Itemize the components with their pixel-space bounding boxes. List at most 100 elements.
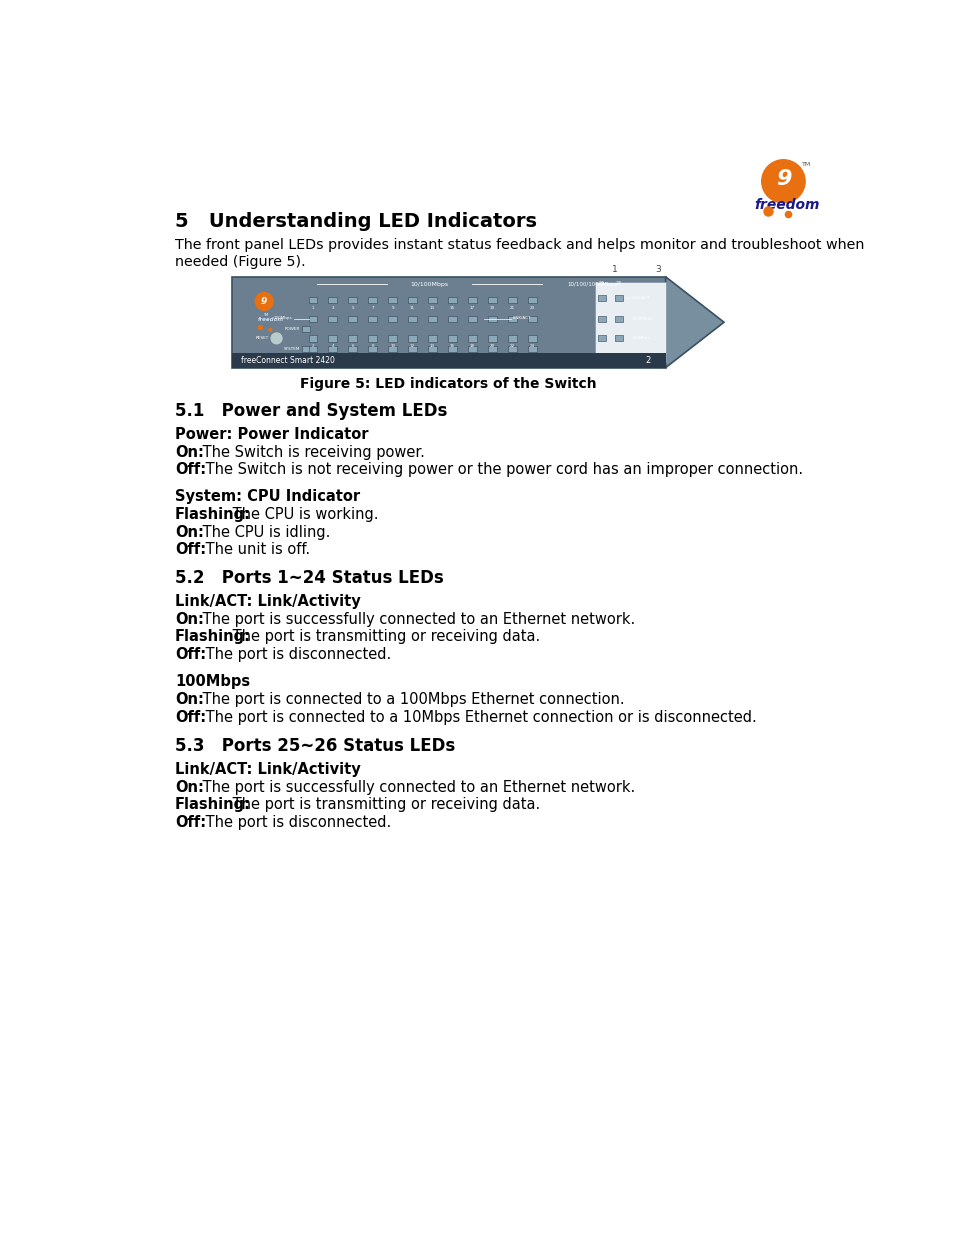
FancyBboxPatch shape (598, 336, 605, 341)
FancyBboxPatch shape (348, 316, 357, 322)
FancyBboxPatch shape (328, 346, 337, 352)
FancyBboxPatch shape (487, 316, 497, 322)
Text: The unit is off.: The unit is off. (200, 542, 310, 557)
FancyBboxPatch shape (428, 346, 436, 352)
Text: System: CPU Indicator: System: CPU Indicator (174, 489, 360, 504)
FancyBboxPatch shape (368, 335, 376, 342)
FancyBboxPatch shape (308, 296, 317, 303)
Text: On:: On: (174, 525, 204, 540)
Text: freedom: freedom (257, 317, 284, 322)
Circle shape (255, 293, 273, 310)
FancyBboxPatch shape (598, 316, 605, 322)
Text: 3: 3 (655, 264, 660, 274)
FancyBboxPatch shape (467, 296, 476, 303)
FancyBboxPatch shape (232, 353, 665, 368)
Text: 17: 17 (469, 306, 475, 310)
Text: The CPU is working.: The CPU is working. (228, 508, 377, 522)
Circle shape (258, 326, 262, 330)
FancyBboxPatch shape (328, 335, 337, 342)
Text: 9: 9 (775, 169, 790, 189)
Text: The port is transmitting or receiving data.: The port is transmitting or receiving da… (228, 630, 539, 645)
Text: 24: 24 (529, 345, 534, 348)
FancyBboxPatch shape (615, 295, 622, 301)
FancyBboxPatch shape (428, 316, 436, 322)
Circle shape (271, 333, 282, 343)
Text: 12: 12 (410, 345, 415, 348)
FancyBboxPatch shape (615, 316, 622, 322)
FancyBboxPatch shape (507, 316, 517, 322)
Text: Off:: Off: (174, 710, 206, 725)
Text: 2: 2 (312, 345, 314, 348)
FancyBboxPatch shape (448, 296, 456, 303)
Text: Flashing:: Flashing: (174, 798, 251, 813)
Text: 20: 20 (489, 345, 495, 348)
Polygon shape (665, 277, 723, 368)
FancyBboxPatch shape (308, 335, 317, 342)
Text: The port is connected to a 100Mbps Ethernet connection.: The port is connected to a 100Mbps Ether… (198, 692, 624, 706)
FancyBboxPatch shape (388, 346, 396, 352)
FancyBboxPatch shape (368, 316, 376, 322)
Text: 22: 22 (509, 345, 515, 348)
Text: 2: 2 (644, 356, 650, 364)
Circle shape (269, 329, 272, 331)
Text: The front panel LEDs provides instant status feedback and helps monitor and trou: The front panel LEDs provides instant st… (174, 238, 863, 252)
Text: 100Mbps: 100Mbps (631, 336, 649, 341)
FancyBboxPatch shape (408, 335, 416, 342)
FancyBboxPatch shape (467, 346, 476, 352)
FancyBboxPatch shape (348, 335, 357, 342)
Text: On:: On: (174, 779, 204, 794)
FancyBboxPatch shape (507, 335, 517, 342)
Text: Off:: Off: (174, 462, 206, 478)
Text: On:: On: (174, 611, 204, 626)
Text: On:: On: (174, 445, 204, 459)
Text: 6: 6 (351, 345, 354, 348)
FancyBboxPatch shape (448, 346, 456, 352)
Text: 16: 16 (450, 345, 455, 348)
Text: 26: 26 (616, 282, 621, 287)
FancyBboxPatch shape (487, 335, 497, 342)
Text: 100Mbps: 100Mbps (174, 674, 250, 689)
Text: 18: 18 (469, 345, 475, 348)
FancyBboxPatch shape (487, 346, 497, 352)
Text: 5: 5 (351, 306, 354, 310)
FancyBboxPatch shape (408, 316, 416, 322)
Text: LINK/ACT: LINK/ACT (512, 316, 530, 320)
FancyBboxPatch shape (598, 295, 605, 301)
FancyBboxPatch shape (301, 346, 310, 352)
FancyBboxPatch shape (328, 316, 337, 322)
Text: 100Mbps: 100Mbps (274, 316, 292, 320)
FancyBboxPatch shape (527, 335, 536, 342)
FancyBboxPatch shape (388, 316, 396, 322)
Text: The port is transmitting or receiving data.: The port is transmitting or receiving da… (228, 798, 539, 813)
Text: Power: Power Indicator: Power: Power Indicator (174, 427, 368, 442)
Text: LINK/ACT: LINK/ACT (631, 296, 649, 300)
Text: 21: 21 (509, 306, 515, 310)
Text: 19: 19 (489, 306, 495, 310)
Text: 25: 25 (598, 282, 604, 287)
FancyBboxPatch shape (388, 335, 396, 342)
Text: Link/ACT: Link/Activity: Link/ACT: Link/Activity (174, 594, 360, 609)
Text: Off:: Off: (174, 542, 206, 557)
Text: The Switch is receiving power.: The Switch is receiving power. (198, 445, 425, 459)
FancyBboxPatch shape (487, 296, 497, 303)
FancyBboxPatch shape (368, 296, 376, 303)
Text: 10/100Mbps: 10/100Mbps (410, 282, 448, 288)
Text: 15: 15 (450, 306, 455, 310)
FancyBboxPatch shape (328, 296, 337, 303)
FancyBboxPatch shape (507, 296, 517, 303)
Text: Off:: Off: (174, 815, 206, 830)
FancyBboxPatch shape (348, 346, 357, 352)
Text: Flashing:: Flashing: (174, 508, 251, 522)
Text: 13: 13 (430, 306, 435, 310)
FancyBboxPatch shape (527, 296, 536, 303)
Text: Flashing:: Flashing: (174, 630, 251, 645)
Text: The port is disconnected.: The port is disconnected. (200, 815, 391, 830)
Text: 5.1   Power and System LEDs: 5.1 Power and System LEDs (174, 403, 447, 420)
Text: The port is connected to a 10Mbps Ethernet connection or is disconnected.: The port is connected to a 10Mbps Ethern… (200, 710, 756, 725)
Text: 5.2   Ports 1~24 Status LEDs: 5.2 Ports 1~24 Status LEDs (174, 569, 443, 588)
Text: Off:: Off: (174, 647, 206, 662)
Text: 1000Mbps: 1000Mbps (631, 317, 652, 321)
FancyBboxPatch shape (348, 296, 357, 303)
Text: SYSTEM: SYSTEM (283, 347, 299, 351)
Text: The port is successfully connected to an Ethernet network.: The port is successfully connected to an… (198, 611, 635, 626)
